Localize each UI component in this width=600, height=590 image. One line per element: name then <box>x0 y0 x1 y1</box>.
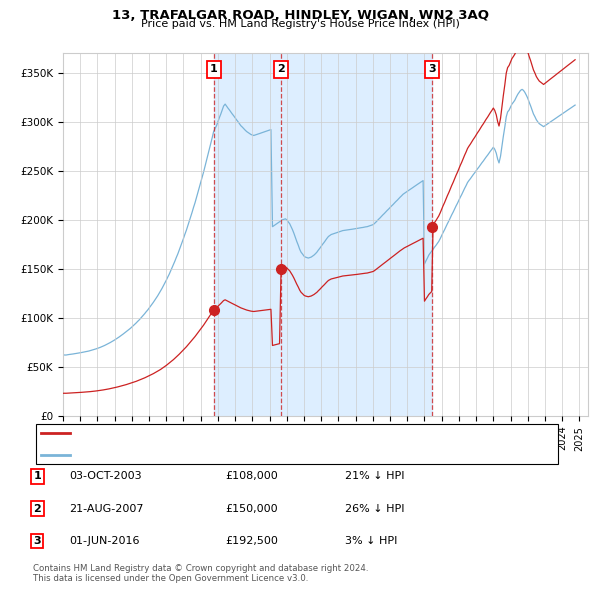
Text: 3: 3 <box>34 536 41 546</box>
Text: 13, TRAFALGAR ROAD, HINDLEY, WIGAN, WN2 3AQ: 13, TRAFALGAR ROAD, HINDLEY, WIGAN, WN2 … <box>112 9 488 22</box>
Text: HPI: Average price, detached house, Wigan: HPI: Average price, detached house, Wiga… <box>75 450 301 460</box>
Text: £150,000: £150,000 <box>225 504 278 513</box>
Text: £192,500: £192,500 <box>225 536 278 546</box>
Text: 13, TRAFALGAR ROAD, HINDLEY, WIGAN, WN2 3AQ (detached house): 13, TRAFALGAR ROAD, HINDLEY, WIGAN, WN2 … <box>75 428 435 438</box>
Text: 01-JUN-2016: 01-JUN-2016 <box>69 536 139 546</box>
Text: Price paid vs. HM Land Registry's House Price Index (HPI): Price paid vs. HM Land Registry's House … <box>140 19 460 30</box>
Text: 21-AUG-2007: 21-AUG-2007 <box>69 504 143 513</box>
Text: 2: 2 <box>34 504 41 513</box>
Text: 3: 3 <box>428 64 436 74</box>
Text: 26% ↓ HPI: 26% ↓ HPI <box>345 504 404 513</box>
Text: 21% ↓ HPI: 21% ↓ HPI <box>345 471 404 481</box>
Text: 1: 1 <box>34 471 41 481</box>
Text: £108,000: £108,000 <box>225 471 278 481</box>
FancyBboxPatch shape <box>35 424 559 464</box>
Text: Contains HM Land Registry data © Crown copyright and database right 2024.
This d: Contains HM Land Registry data © Crown c… <box>33 563 368 583</box>
Text: 2: 2 <box>277 64 284 74</box>
Text: 1: 1 <box>210 64 217 74</box>
Text: 03-OCT-2003: 03-OCT-2003 <box>69 471 142 481</box>
Text: 3% ↓ HPI: 3% ↓ HPI <box>345 536 397 546</box>
